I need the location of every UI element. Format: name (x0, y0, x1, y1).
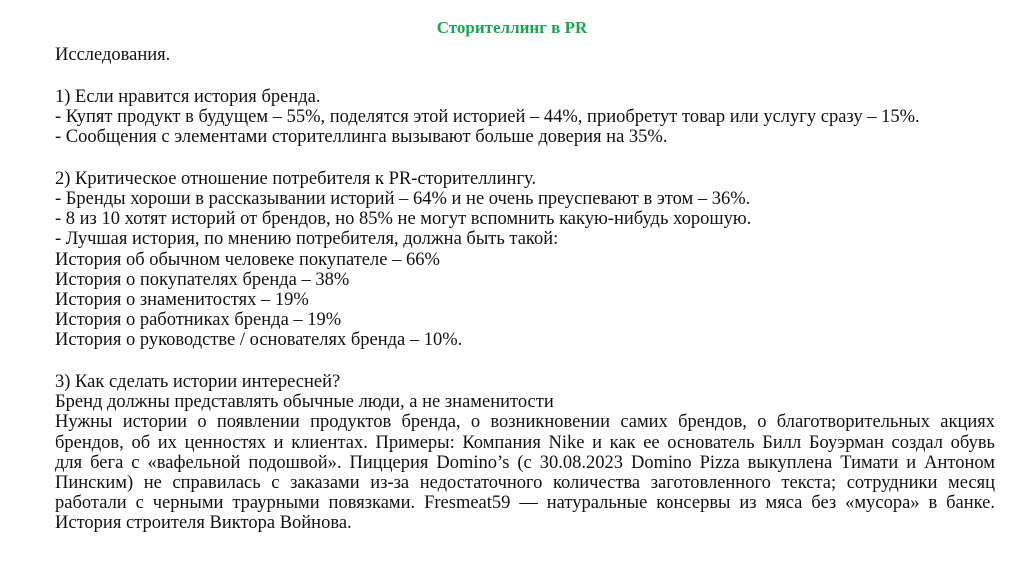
section2-line: История о работниках бренда – 19% (55, 310, 342, 331)
intro-text: Исследования. (55, 45, 171, 65)
section3-heading: 3) Как сделать истории интересней? (55, 371, 341, 392)
section1-line: - Сообщения с элементами сторителлинга в… (55, 127, 668, 148)
section1-heading: 1) Если нравится история бренда. (55, 86, 321, 107)
section2-line: История об обычном человеке покупателе –… (55, 249, 440, 270)
section3-paragraph-line: Пинским) не справилась с заказами из-за … (55, 472, 995, 493)
section3-paragraph-line: брендов, об их ценностях и клиентах. При… (55, 432, 995, 453)
section2-line: История о знаменитостях – 19% (55, 289, 309, 310)
section3-last-line: История строителя Виктора Войнова. (55, 513, 352, 534)
section2-line: - Бренды хороши в рассказывании историй … (55, 188, 751, 209)
section3-line: Бренд должны представлять обычные люди, … (55, 392, 554, 413)
section2-heading: 2) Критическое отношение потребителя к P… (55, 168, 537, 189)
section2-line: История о покупателях бренда – 38% (55, 269, 350, 290)
section1-line: - Купят продукт в будущем – 55%, поделят… (55, 106, 920, 127)
section2-line: - Лучшая история, по мнению потребителя,… (55, 229, 559, 250)
section3-paragraph-line: для бега с «вафельной подошвой». Пиццери… (55, 452, 995, 473)
section2-line: История о руководстве / основателях брен… (55, 330, 463, 351)
section3-paragraph-line: Нужны истории о появлении продуктов брен… (55, 412, 995, 433)
slide-body: Исследования. 1) Если нравится история б… (55, 45, 995, 533)
section3-paragraph-line: работали с черными траурными повязками. … (55, 493, 995, 514)
section2-line: - 8 из 10 хотят историй от брендов, но 8… (55, 209, 752, 230)
slide-title: Сторителлинг в PR (436, 18, 588, 37)
